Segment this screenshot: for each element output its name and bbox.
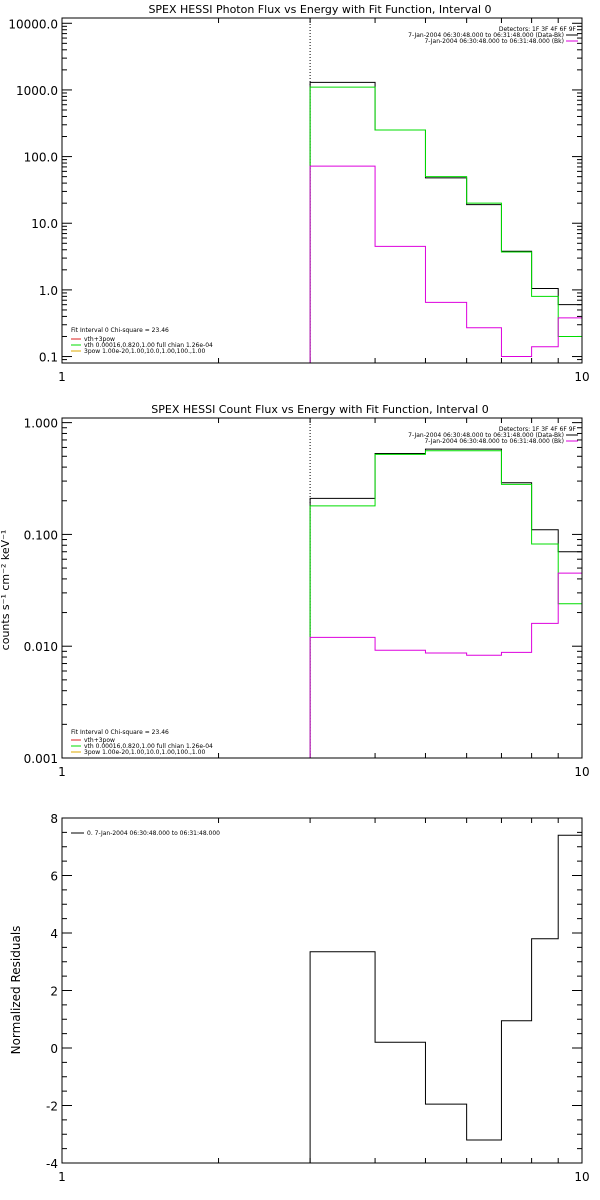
photon-flux-legend-top: Detectors: 1F 3F 4F 6F 9F 7-Jan-2004 06:… <box>408 26 578 45</box>
y-tick-label: 8 <box>50 812 58 826</box>
legend-residuals-interval: 0. 7-Jan-2004 06:30:48.000 to 06:31:48.0… <box>87 830 220 837</box>
count-flux-ylabel: counts s⁻¹ cm⁻² keV⁻¹ <box>0 530 12 651</box>
series-line <box>309 834 583 1163</box>
y-tick-label: 6 <box>50 870 58 884</box>
series-line <box>309 165 583 363</box>
x-tick-label: 10 <box>574 1170 589 1184</box>
count-flux-legend-top: Detectors: 1F 3F 4F 6F 9F 7-Jan-2004 06:… <box>408 426 578 445</box>
photon-flux-title: SPEX HESSI Photon Flux vs Energy with Fi… <box>148 3 491 16</box>
residuals-ylabel: Normalized Residuals <box>9 926 23 1055</box>
y-tick-label: 0.001 <box>24 752 58 766</box>
y-tick-label: 0 <box>50 1042 58 1056</box>
y-tick-label: 4 <box>50 927 58 941</box>
legend-detectors: Detectors: 1F 3F 4F 6F 9F <box>499 426 577 433</box>
count-flux-panel: SPEX HESSI Count Flux vs Energy with Fit… <box>0 403 590 779</box>
y-tick-label: 1.0 <box>39 284 58 298</box>
residuals-plot-frame <box>61 817 583 1164</box>
y-tick-label: 10.0 <box>31 217 58 231</box>
legend-vth: vth 0.00016,0.820,1.00 full chian 1.26e-… <box>84 743 213 750</box>
series-line <box>309 86 583 363</box>
residuals-ticks <box>61 817 583 1164</box>
legend-fit-interval: Fit Interval 0 Chi-square = 23.46 <box>71 327 169 334</box>
legend-bk: 7-Jan-2004 06:30:48.000 to 06:31:48.000 … <box>424 38 564 45</box>
y-tick-label: 0.100 <box>24 528 58 542</box>
legend-detectors: Detectors: 1F 3F 4F 6F 9F <box>499 26 577 33</box>
legend-fit-model: vth+3pow <box>84 336 115 343</box>
y-tick-label: -2 <box>46 1100 58 1114</box>
legend-data-bk: 7-Jan-2004 06:30:48.000 to 06:31:48.000 … <box>408 432 564 439</box>
photon-flux-tick-labels: 1 10 0.1 1.0 10.0 100.0 1000.0 10000.0 <box>8 17 589 384</box>
count-flux-legend-fit: Fit Interval 0 Chi-square = 23.46 vth+3p… <box>71 729 213 756</box>
x-tick-label: 1 <box>58 370 66 384</box>
y-tick-label: -4 <box>46 1157 58 1171</box>
legend-data-bk: 7-Jan-2004 06:30:48.000 to 06:31:48.000 … <box>408 32 564 39</box>
legend-vth: vth 0.00016,0.820,1.00 full chian 1.26e-… <box>84 342 213 349</box>
legend-3pow: 3pow 1.00e-20,1.00,10.0,1.00,100.,1.00 <box>84 348 205 355</box>
photon-flux-series <box>309 18 583 363</box>
y-tick-label: 2 <box>50 985 58 999</box>
x-tick-label: 10 <box>574 370 589 384</box>
series-line <box>309 450 583 758</box>
count-flux-title: SPEX HESSI Count Flux vs Energy with Fit… <box>151 403 488 416</box>
x-tick-label: 10 <box>574 765 589 779</box>
series-line <box>309 448 583 758</box>
residuals-legend: 0. 7-Jan-2004 06:30:48.000 to 06:31:48.0… <box>71 830 220 837</box>
legend-fit-interval: Fit Interval 0 Chi-square = 23.46 <box>71 729 169 736</box>
residuals-panel: Normalized Residuals 1 10 -4 -2 0 2 4 6 8 0. 7-J… <box>9 812 590 1184</box>
residuals-series <box>309 834 583 1163</box>
residuals-tick-labels: 1 10 -4 -2 0 2 4 6 8 <box>46 812 590 1184</box>
y-tick-label: 10000.0 <box>8 17 58 31</box>
y-tick-label: 0.1 <box>39 351 58 365</box>
legend-3pow: 3pow 1.00e-20,1.00,10.0,1.00,100.,1.00 <box>84 749 205 756</box>
y-tick-label: 100.0 <box>24 151 58 165</box>
count-flux-plot-frame <box>61 417 583 759</box>
photon-flux-plot-frame <box>61 17 583 364</box>
series-line <box>309 81 583 363</box>
photon-flux-legend-fit: Fit Interval 0 Chi-square = 23.46 vth+3p… <box>71 327 213 355</box>
legend-bk: 7-Jan-2004 06:30:48.000 to 06:31:48.000 … <box>424 438 564 445</box>
x-tick-label: 1 <box>58 1170 66 1184</box>
y-tick-label: 0.010 <box>24 640 58 654</box>
legend-fit-model: vth+3pow <box>84 737 115 744</box>
photon-flux-ticks <box>61 18 583 364</box>
y-tick-label: 1.000 <box>24 417 58 431</box>
photon-flux-panel: SPEX HESSI Photon Flux vs Energy with Fi… <box>8 3 589 384</box>
count-flux-series <box>309 418 583 758</box>
series-line <box>309 572 583 758</box>
y-tick-label: 1000.0 <box>16 84 58 98</box>
x-tick-label: 1 <box>58 765 66 779</box>
count-flux-tick-labels: 1 10 0.001 0.010 0.100 1.000 <box>24 417 590 779</box>
count-flux-ticks <box>61 418 583 759</box>
